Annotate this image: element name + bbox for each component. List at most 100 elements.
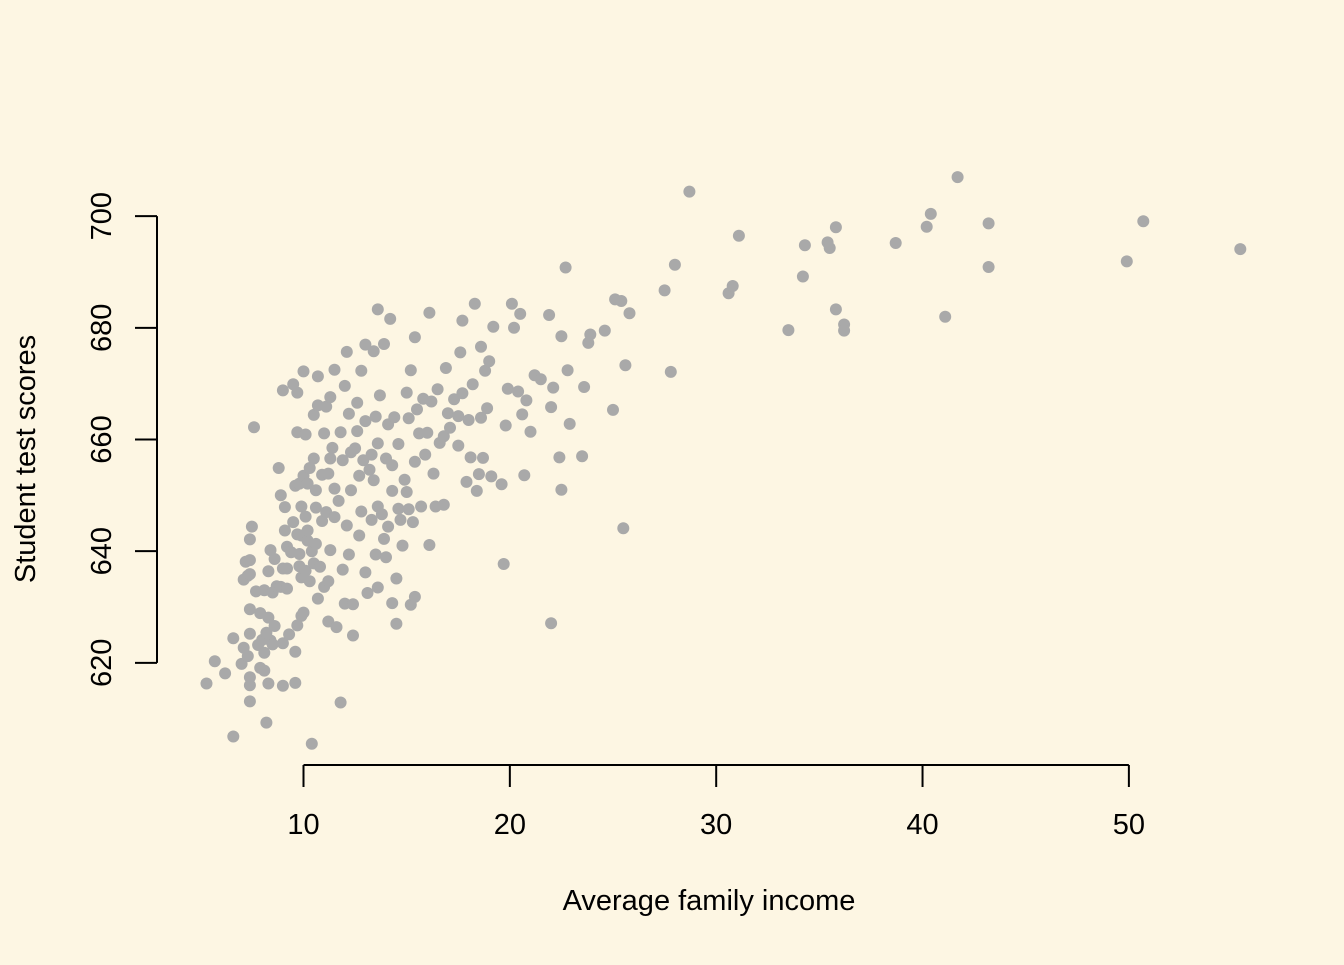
data-point (462, 414, 475, 426)
data-point (615, 295, 628, 307)
data-point (320, 400, 333, 413)
data-point (924, 207, 937, 220)
data-point (322, 467, 335, 480)
data-point (1234, 243, 1247, 256)
data-point (289, 676, 302, 689)
data-point (299, 564, 312, 577)
data-point (392, 438, 405, 450)
data-point (307, 452, 320, 465)
data-point (441, 407, 454, 420)
data-point (508, 321, 520, 334)
data-point (359, 415, 372, 428)
data-point (408, 331, 421, 344)
data-point (311, 370, 324, 383)
data-point (340, 345, 353, 358)
data-point (227, 632, 240, 645)
data-point (287, 516, 300, 529)
data-point (1120, 255, 1133, 268)
data-point (278, 524, 291, 537)
data-point (309, 537, 322, 550)
data-point (342, 548, 355, 561)
data-point (342, 407, 355, 420)
data-point (326, 441, 339, 454)
data-point (524, 425, 537, 438)
data-point (347, 629, 359, 642)
data-point (355, 364, 368, 377)
data-point (404, 364, 417, 377)
data-point (378, 532, 390, 545)
data-point (345, 484, 357, 497)
data-point (278, 501, 291, 514)
y-tick-label: 700 (86, 192, 118, 240)
data-point (668, 258, 681, 271)
x-tick-label: 50 (1113, 809, 1145, 841)
points-layer (200, 171, 1247, 750)
data-point (576, 450, 589, 463)
data-point (408, 590, 421, 603)
data-point (798, 239, 811, 252)
data-point (423, 306, 436, 319)
data-point (464, 451, 477, 464)
data-point (371, 437, 384, 450)
data-point (487, 320, 500, 333)
data-point (439, 362, 452, 374)
data-point (291, 619, 304, 632)
data-point (281, 582, 293, 595)
data-point (555, 330, 568, 343)
data-point (330, 621, 343, 634)
data-point (419, 448, 432, 461)
data-point (336, 454, 349, 467)
data-point (386, 459, 399, 472)
data-point (303, 575, 316, 588)
data-point (276, 679, 289, 692)
data-point (367, 474, 380, 487)
data-point (291, 386, 304, 399)
data-point (380, 551, 392, 564)
data-point (367, 345, 380, 358)
data-point (351, 396, 364, 409)
data-point (516, 408, 529, 421)
data-point (371, 303, 384, 316)
data-point (243, 568, 256, 581)
data-point (617, 522, 630, 535)
data-point (361, 587, 374, 599)
data-point (281, 562, 293, 575)
data-point (431, 383, 444, 396)
data-point (241, 650, 254, 663)
data-point (338, 379, 351, 392)
data-point (658, 284, 671, 297)
data-point (295, 500, 308, 513)
data-point (386, 597, 399, 610)
data-point (311, 592, 324, 605)
data-point (316, 515, 329, 527)
data-point (272, 462, 285, 474)
data-point (437, 498, 450, 511)
data-point (258, 664, 271, 677)
x-tick-label: 40 (906, 809, 938, 841)
data-point (318, 427, 331, 440)
data-point (371, 581, 384, 594)
data-point (505, 297, 518, 310)
data-point (520, 394, 533, 407)
data-point (437, 430, 450, 443)
data-point (351, 425, 364, 438)
y-tick-label: 660 (86, 415, 118, 463)
data-point (303, 462, 316, 474)
data-point (584, 328, 597, 341)
data-point (939, 310, 952, 323)
data-point (495, 478, 508, 491)
data-point (444, 421, 456, 434)
data-point (982, 217, 995, 230)
data-point (264, 544, 277, 557)
data-point (262, 677, 275, 690)
data-point (324, 452, 337, 465)
data-point (683, 185, 696, 198)
data-point (479, 364, 492, 377)
data-point (378, 338, 390, 350)
data-point (400, 486, 413, 498)
data-point (534, 373, 547, 386)
data-point (283, 628, 296, 641)
data-point (388, 411, 401, 424)
data-point (375, 508, 388, 521)
data-point (982, 261, 995, 273)
